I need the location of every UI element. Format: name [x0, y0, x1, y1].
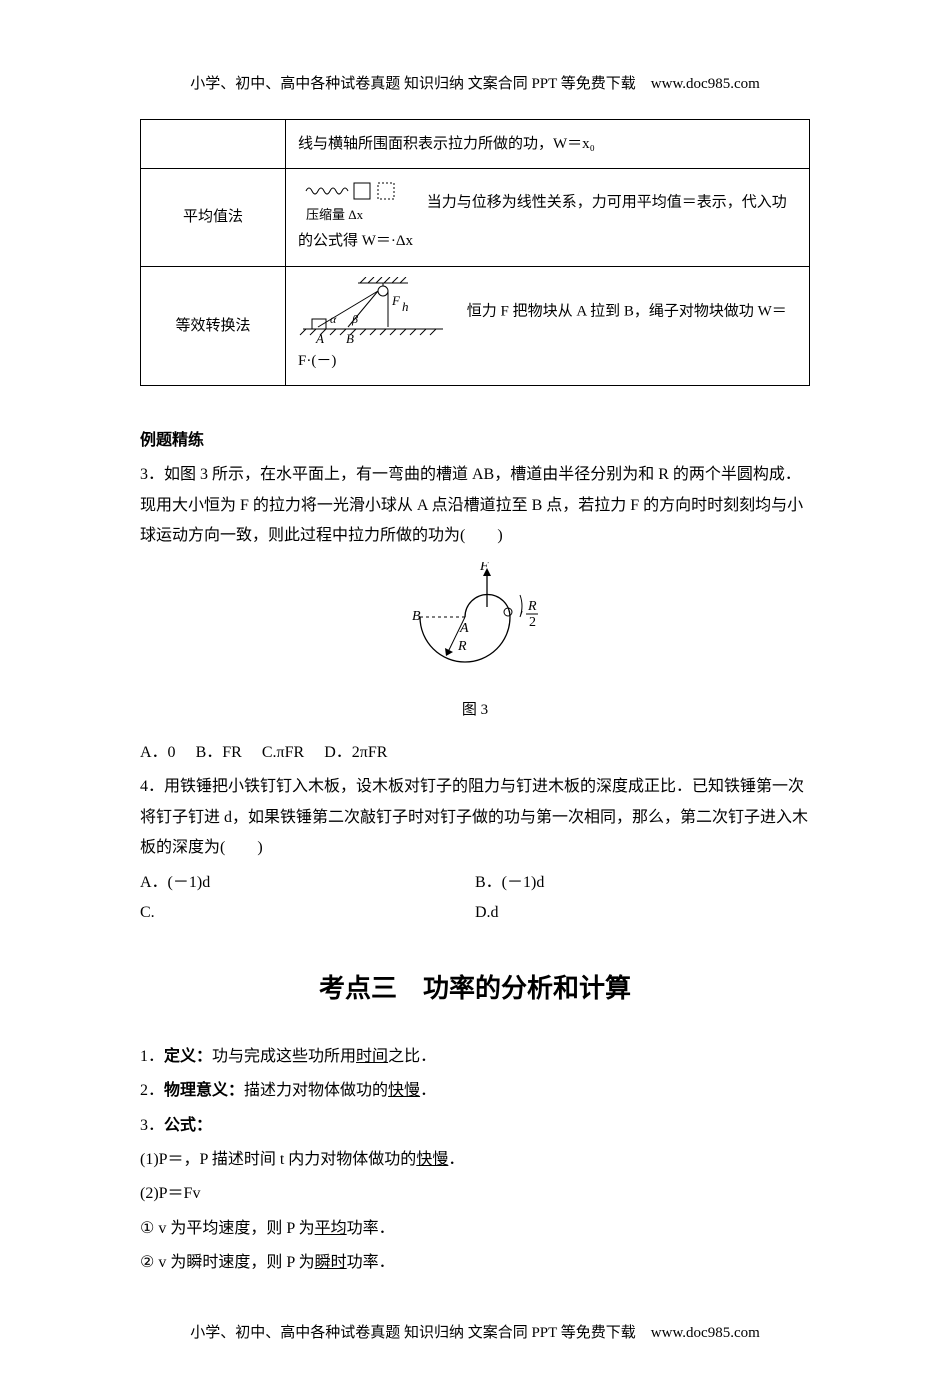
- p31-u: 快慢: [416, 1151, 448, 1168]
- q4-row1: A．(－1)d B．(－1)d: [140, 868, 810, 898]
- kd3-p3-2b: ② v 为瞬时速度，则 P 为瞬时功率．: [140, 1248, 810, 1278]
- p1-u: 时间: [356, 1048, 388, 1065]
- kd3-p3-2: (2)P＝Fv: [140, 1179, 810, 1209]
- svg-text:h: h: [402, 299, 409, 314]
- row0-desc-cell: 线与横轴所围面积表示拉力所做的功，W＝x₀: [286, 119, 810, 169]
- kd3-p3-2a: ① v 为平均速度，则 P 为平均功率．: [140, 1214, 810, 1244]
- q4-optB: B．(－1)d: [475, 868, 544, 898]
- exercises-title: 例题精练: [140, 426, 810, 456]
- svg-text:F: F: [479, 562, 489, 574]
- p1-s: 之比．: [388, 1048, 436, 1065]
- kd3-p2: 2．物理意义：描述力对物体做功的快慢．: [140, 1076, 810, 1106]
- svg-text:A: A: [459, 621, 469, 636]
- svg-text:F: F: [391, 293, 401, 308]
- row0-desc: 线与横轴所围面积表示拉力所做的功，W＝x₀: [298, 136, 595, 152]
- q4-text: 4．用铁锤把小铁钉钉入木板，设木板对钉子的阻力与钉进木板的深度成正比．已知铁锤第…: [140, 772, 810, 863]
- q3-options: A．0 B．FR C.πFR D．2πFR: [140, 738, 810, 768]
- table-row: 等效转换法: [141, 266, 810, 386]
- kd3-title: 考点三 功率的分析和计算: [140, 964, 810, 1013]
- kd3-p1: 1．定义：功与完成这些功所用时间之比．: [140, 1042, 810, 1072]
- svg-text:B: B: [346, 331, 354, 346]
- q3-optA: A．0: [140, 744, 176, 761]
- p1-bold: 定义：: [164, 1048, 212, 1065]
- row1-label-cell: 平均值法: [141, 169, 286, 267]
- p32a-u: 平均: [315, 1220, 347, 1237]
- row2-desc-cell: F h α β A B 恒力 F 把物块从 A 拉到 B，绳子对物块做功 W＝F…: [286, 266, 810, 386]
- p32b-s: 功率．: [347, 1254, 395, 1271]
- svg-text:A: A: [315, 331, 324, 346]
- pulley-diagram-icon: F h α β A B: [298, 277, 448, 347]
- page-header: 小学、初中、高中各种试卷真题 知识归纳 文案合同 PPT 等免费下载 www.d…: [140, 70, 810, 99]
- p2-bold: 物理意义：: [164, 1082, 244, 1099]
- spring-label: 压缩量 Δx: [306, 207, 364, 222]
- q3-optD: D．2πFR: [324, 744, 387, 761]
- q3-optB: B．FR: [196, 744, 242, 761]
- p2-u: 快慢: [388, 1082, 420, 1099]
- svg-text:R: R: [527, 599, 537, 614]
- q3-optC: C.πFR: [262, 744, 304, 761]
- p1-a: 功与完成这些功所用: [212, 1048, 356, 1065]
- q3-fig-caption: 图 3: [140, 696, 810, 725]
- q3-figure-icon: F R 2 B A R: [390, 562, 560, 692]
- p2-a: 描述力对物体做功的: [244, 1082, 388, 1099]
- kd3-p3-1: (1)P＝，P 描述时间 t 内力对物体做功的快慢．: [140, 1145, 810, 1175]
- row0-label-cell: [141, 119, 286, 169]
- svg-text:B: B: [412, 609, 421, 624]
- svg-text:β: β: [351, 312, 358, 326]
- svg-text:α: α: [330, 312, 337, 326]
- p3-num: 3．: [140, 1117, 164, 1134]
- page-footer: 小学、初中、高中各种试卷真题 知识归纳 文案合同 PPT 等免费下载 www.d…: [140, 1319, 810, 1348]
- p2-num: 2．: [140, 1082, 164, 1099]
- row1-desc-cell: 压缩量 Δx 当力与位移为线性关系，力可用平均值＝表示，代入功的公式得 W＝·Δ…: [286, 169, 810, 267]
- svg-text:2: 2: [529, 615, 536, 630]
- q4-optA: A．(－1)d: [140, 868, 475, 898]
- q4-optC: C.: [140, 898, 475, 928]
- table-row: 平均值法 压缩量 Δx 当力与位移为线性关系，力可用平均值＝表示，代入功的公式得…: [141, 169, 810, 267]
- page-container: 小学、初中、高中各种试卷真题 知识归纳 文案合同 PPT 等免费下载 www.d…: [0, 0, 950, 1387]
- kd3-p3: 3．公式：: [140, 1111, 810, 1141]
- p32a-pre: ① v 为平均速度，则 P 为: [140, 1220, 315, 1237]
- p1-num: 1．: [140, 1048, 164, 1065]
- q3-text: 3．如图 3 所示，在水平面上，有一弯曲的槽道 AB，槽道由半径分别为和 R 的…: [140, 460, 810, 551]
- p31-a: (1)P＝，P 描述时间 t 内力对物体做功的: [140, 1151, 416, 1168]
- p2-s: ．: [420, 1082, 436, 1099]
- p32a-s: 功率．: [347, 1220, 395, 1237]
- p3-bold: 公式：: [164, 1117, 212, 1134]
- q4-row2: C. D.d: [140, 898, 810, 928]
- p31-s: ．: [448, 1151, 464, 1168]
- p32b-pre: ② v 为瞬时速度，则 P 为: [140, 1254, 315, 1271]
- spring-diagram-icon: 压缩量 Δx: [298, 179, 408, 227]
- methods-table: 线与横轴所围面积表示拉力所做的功，W＝x₀ 平均值法 压缩量 Δx: [140, 119, 810, 387]
- row2-label-cell: 等效转换法: [141, 266, 286, 386]
- q4-optD: D.d: [475, 898, 499, 928]
- svg-text:R: R: [457, 639, 467, 654]
- p32b-u: 瞬时: [315, 1254, 347, 1271]
- table-row: 线与横轴所围面积表示拉力所做的功，W＝x₀: [141, 119, 810, 169]
